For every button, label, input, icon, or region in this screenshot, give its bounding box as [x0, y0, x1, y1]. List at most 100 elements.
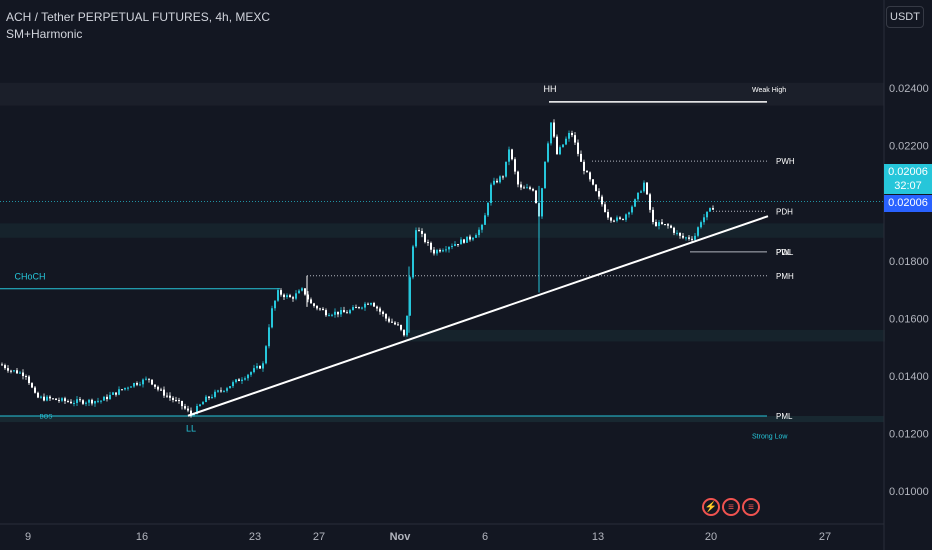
candles — [1, 119, 714, 418]
candle-body — [547, 143, 549, 162]
trendline — [187, 215, 769, 417]
candle-body — [559, 147, 561, 155]
candle-body — [334, 311, 336, 315]
candle-body — [265, 346, 267, 364]
candle-body — [85, 402, 87, 404]
bottom-icons: ⚡ ≡ ≡ — [702, 498, 760, 516]
candle-body — [460, 239, 462, 245]
candle-body — [562, 144, 564, 148]
candle-body — [412, 246, 414, 278]
x-tick-label: 27 — [819, 531, 831, 543]
candle-body — [583, 161, 585, 171]
candle-body — [430, 242, 432, 250]
structure-label: LL — [186, 423, 196, 433]
candle-body — [451, 245, 453, 247]
candle-body — [241, 379, 243, 382]
candle-body — [502, 176, 504, 178]
candle-body — [301, 288, 303, 291]
candle-body — [418, 230, 420, 232]
candle-body — [94, 401, 96, 404]
bar-countdown: 32:07 — [894, 180, 922, 192]
candle-body — [709, 208, 711, 212]
candle-body — [511, 149, 513, 160]
candle-body — [325, 310, 327, 316]
candle-body — [103, 396, 105, 401]
flag-icon[interactable]: ≡ — [742, 498, 760, 516]
candle-body — [385, 314, 387, 319]
y-tick-label: 0.01400 — [889, 371, 929, 383]
candle-body — [322, 308, 324, 311]
candle-body — [4, 365, 6, 369]
candle-body — [310, 299, 312, 304]
indicator-name[interactable]: SM+Harmonic — [6, 27, 83, 41]
candle-body — [610, 217, 612, 221]
candle-body — [508, 149, 510, 162]
structure-label: BOS — [40, 415, 53, 421]
candle-body — [178, 400, 180, 402]
level-label: PDL — [776, 248, 792, 257]
structure-label: HH — [544, 84, 557, 94]
currency-button[interactable]: USDT — [886, 6, 924, 28]
candle-body — [280, 290, 282, 295]
discount-zone — [0, 416, 884, 423]
candle-body — [394, 322, 396, 325]
candle-body — [457, 244, 459, 246]
candle-body — [337, 311, 339, 315]
candle-body — [466, 236, 468, 243]
candle-body — [517, 171, 519, 185]
level-label: Weak High — [752, 87, 786, 94]
candle-body — [319, 308, 321, 310]
equilibrium-zone — [0, 223, 884, 238]
candle-body — [190, 410, 192, 416]
candle-body — [478, 229, 480, 236]
candle-body — [496, 180, 498, 183]
flag-icon[interactable]: ≡ — [722, 498, 740, 516]
candle-body — [670, 225, 672, 228]
candle-body — [487, 202, 489, 216]
candle-body — [88, 399, 90, 403]
candle-body — [256, 365, 258, 369]
candle-body — [187, 408, 189, 411]
candle-body — [472, 237, 474, 240]
x-tick-label: 9 — [25, 531, 31, 543]
candle-body — [631, 206, 633, 213]
candle-body — [124, 387, 126, 390]
lightning-icon[interactable]: ⚡ — [702, 498, 720, 516]
candle-body — [283, 294, 285, 298]
candle-body — [121, 389, 123, 391]
candle-body — [367, 303, 369, 305]
candle-body — [571, 132, 573, 136]
candle-body — [169, 395, 171, 398]
candle-body — [328, 315, 330, 317]
candle-body — [712, 208, 714, 210]
candle-body — [565, 138, 567, 145]
candle-body — [526, 187, 528, 189]
candle-body — [445, 249, 447, 251]
candle-body — [82, 400, 84, 404]
candle-body — [550, 122, 552, 144]
candle-body — [13, 370, 15, 372]
candle-body — [370, 302, 372, 305]
candle-body — [343, 310, 345, 313]
candle-body — [400, 324, 402, 330]
x-tick-label: 16 — [136, 531, 148, 543]
candle-body — [685, 237, 687, 239]
candle-body — [529, 187, 531, 189]
candle-body — [7, 368, 9, 371]
candle-body — [43, 396, 45, 401]
candle-body — [28, 376, 30, 384]
candle-body — [634, 199, 636, 207]
candle-body — [580, 153, 582, 162]
candle-body — [586, 170, 588, 173]
candle-body — [646, 182, 648, 195]
candle-body — [61, 398, 63, 401]
chart-title: ACH / Tether PERPETUAL FUTURES, 4h, MEXC — [6, 10, 271, 24]
level-label: PWH — [776, 157, 795, 166]
candle-body — [535, 190, 537, 204]
candle-body — [358, 307, 360, 309]
candle-body — [568, 132, 570, 139]
candle-body — [184, 406, 186, 409]
candle-body — [532, 188, 534, 191]
candle-body — [91, 399, 93, 404]
